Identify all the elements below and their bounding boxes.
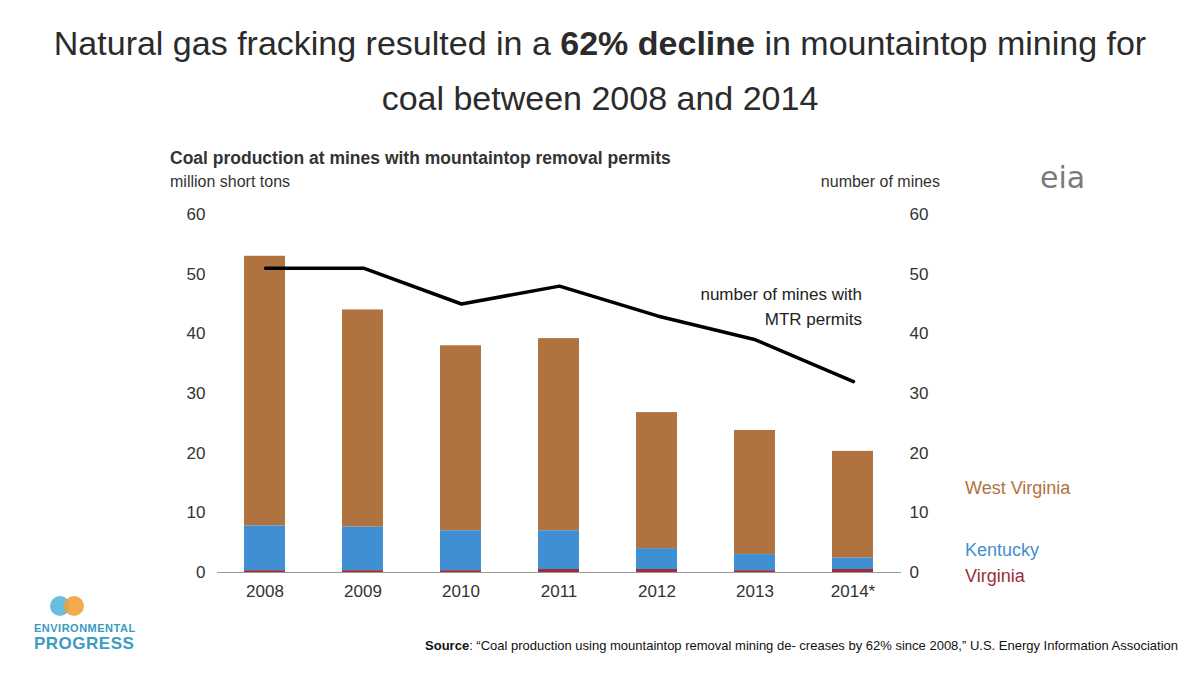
- svg-text:2012: 2012: [638, 582, 676, 601]
- svg-text:2010: 2010: [442, 582, 480, 601]
- html-text:number of mines: number of mines: [820, 173, 940, 190]
- svg-text:60: 60: [910, 205, 929, 224]
- svg-text:40: 40: [910, 324, 929, 343]
- svg-text:40: 40: [187, 324, 206, 343]
- svg-text:10: 10: [910, 503, 929, 522]
- html-text:Virginia: Virginia: [965, 566, 1025, 586]
- svg-text:20: 20: [910, 444, 929, 463]
- svg-text:20: 20: [187, 444, 206, 463]
- svg-text:2011: 2011: [541, 582, 578, 601]
- svg-text:2009: 2009: [344, 582, 382, 601]
- html-text:Coal production at mines with: Coal production at mines with mountainto…: [170, 148, 671, 168]
- html-text:ENVIRONMENTAL: ENVIRONMENTAL: [34, 622, 136, 634]
- svg-text:50: 50: [187, 265, 206, 284]
- svg-text:30: 30: [910, 384, 929, 403]
- html-text:million short tons: million short tons: [170, 173, 290, 190]
- html-text:eia: eia: [1040, 160, 1086, 195]
- svg-text:0: 0: [196, 563, 205, 582]
- html-text:PROGRESS: PROGRESS: [34, 634, 135, 653]
- html-text:Source: “Coal production using: Source: “Coal production using mountaint…: [425, 638, 1178, 653]
- svg-text:2013: 2013: [736, 582, 774, 601]
- svg-text:60: 60: [187, 205, 206, 224]
- html-text:Kentucky: Kentucky: [965, 540, 1039, 560]
- svg-text:2008: 2008: [246, 582, 284, 601]
- html-text:Natural gas fracking resulted: Natural gas fracking resulted in a 62% d…: [53, 24, 1147, 117]
- svg-text:10: 10: [187, 503, 206, 522]
- html-text:number of mines with MTR permi: number of mines with MTR permits: [700, 285, 862, 329]
- svg-text:2014*: 2014*: [831, 582, 876, 601]
- svg-text:50: 50: [910, 265, 929, 284]
- svg-text:30: 30: [187, 384, 206, 403]
- html-text:West Virginia: West Virginia: [965, 478, 1071, 498]
- svg-text:0: 0: [910, 563, 919, 582]
